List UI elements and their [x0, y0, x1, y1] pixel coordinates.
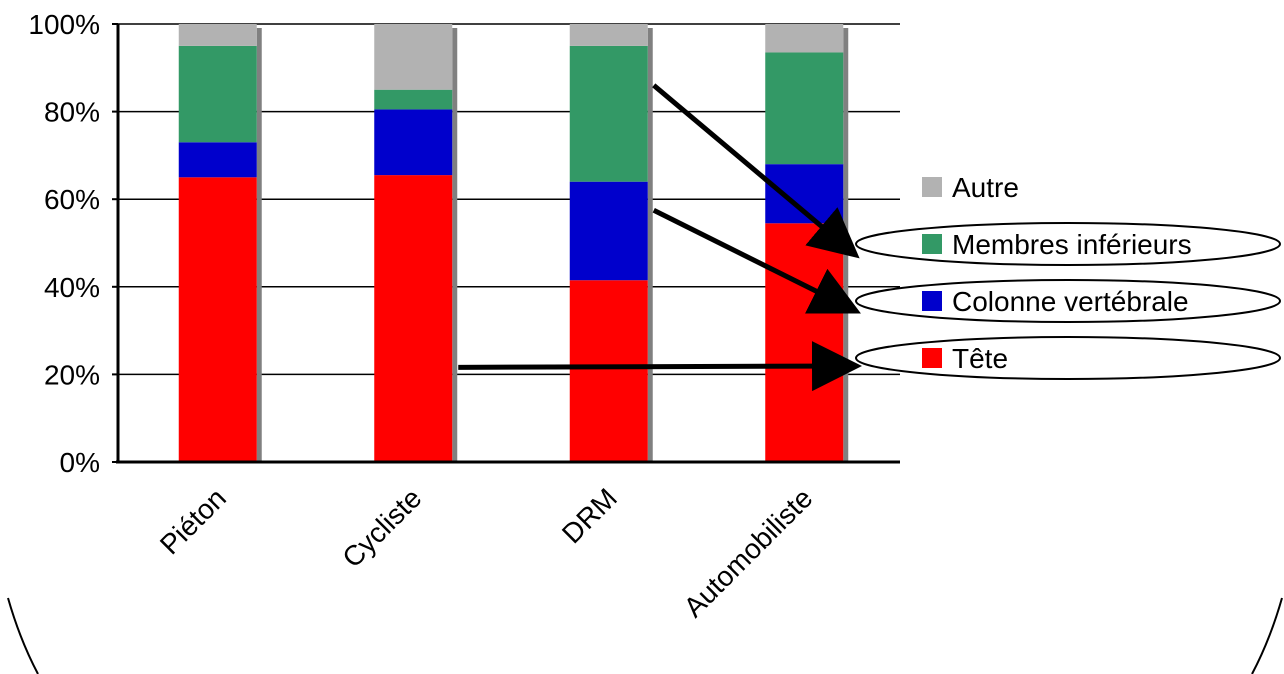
bar-segment: [374, 175, 453, 463]
bar-segment: [569, 181, 648, 281]
legend-swatch: [922, 291, 942, 311]
y-tick-label: 60%: [44, 184, 100, 215]
category-label: Piéton: [154, 482, 232, 560]
category-label: Automobiliste: [678, 482, 819, 623]
annotation-arrow: [458, 341, 862, 392]
bar-segment: [374, 89, 453, 110]
axes: [116, 24, 900, 464]
y-tick-labels: 0% 20% 40% 60% 80% 100%: [28, 9, 100, 478]
y-tick-label: 20%: [44, 359, 100, 390]
bar-segment: [178, 177, 257, 463]
bar-segment: [178, 45, 257, 143]
category-labels: Piéton Cycliste DRM Automobiliste: [154, 482, 819, 623]
category-label: Cycliste: [336, 482, 427, 573]
bar-shadow: [452, 28, 458, 462]
legend-swatch: [922, 234, 942, 254]
y-tick-label: 80%: [44, 97, 100, 128]
bar-segment: [569, 280, 648, 462]
legend-label: Colonne vertébrale: [952, 286, 1189, 317]
bar-shadow: [256, 28, 262, 462]
frame-curve-left: [7, 597, 39, 674]
legend: Autre Membres inférieurs Colonne vertébral…: [855, 172, 1281, 380]
annotation-arrows: [458, 83, 862, 392]
bar-segment: [178, 24, 257, 46]
bar-segment: [765, 24, 844, 53]
bars: [178, 24, 849, 463]
y-tick-label: 100%: [28, 9, 100, 40]
legend-swatch: [922, 348, 942, 368]
bar-segment: [374, 109, 453, 176]
bar-segment: [569, 45, 648, 182]
bar-segment: [374, 24, 453, 90]
y-tick-label: 0%: [60, 447, 100, 478]
legend-swatch: [922, 177, 942, 197]
annotation-arrow: [652, 83, 860, 259]
y-tick-label: 40%: [44, 272, 100, 303]
bar-segment: [765, 52, 844, 165]
legend-label: Membres inférieurs: [952, 229, 1192, 260]
legend-label: Autre: [952, 172, 1019, 203]
legend-highlight-ellipse: [855, 336, 1281, 380]
bar-segment: [178, 142, 257, 178]
category-label: DRM: [556, 482, 623, 549]
bar-segment: [765, 223, 844, 462]
legend-label: Tête: [952, 343, 1008, 374]
frame-curve-right: [1251, 597, 1283, 674]
bar-shadow: [647, 28, 653, 462]
bar-segment: [569, 24, 648, 46]
annotation-arrow: [652, 208, 861, 314]
